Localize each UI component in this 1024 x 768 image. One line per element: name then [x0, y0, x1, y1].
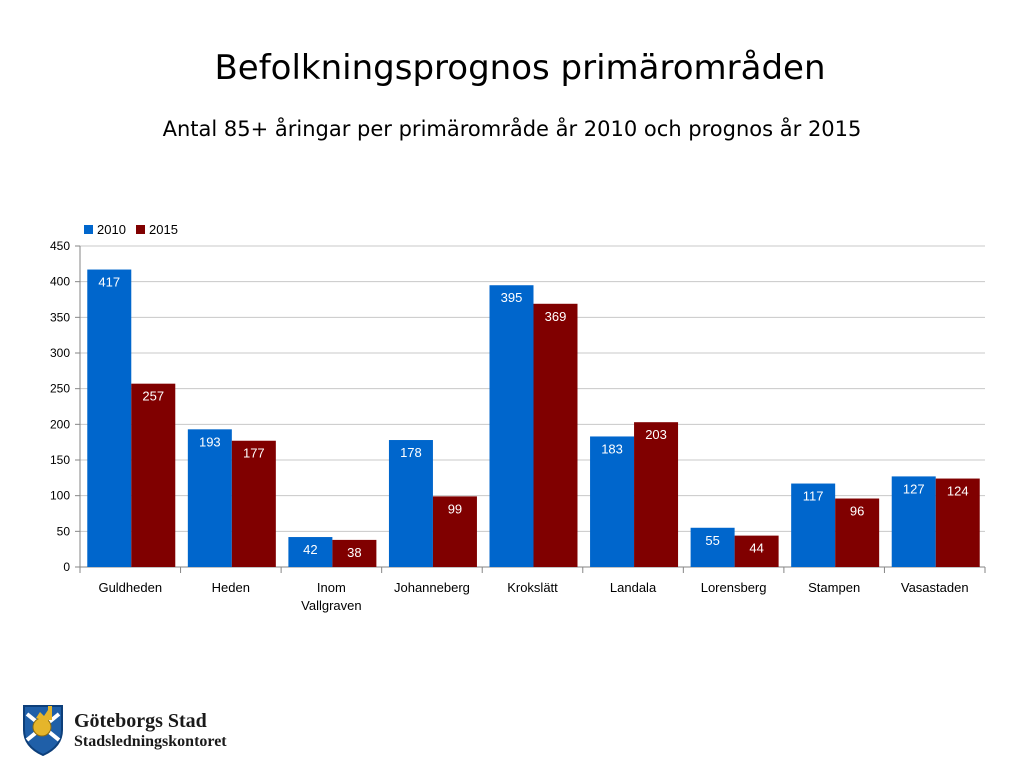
y-tick-label: 150	[50, 453, 70, 467]
x-tick-label: Landala	[610, 580, 657, 595]
y-tick-label: 0	[63, 560, 70, 574]
data-label: 117	[803, 489, 824, 504]
y-tick-label: 250	[50, 382, 70, 396]
y-tick-label: 300	[50, 346, 70, 360]
data-label: 42	[303, 542, 317, 557]
bar-2010-johanneberg	[388, 440, 433, 567]
bar-2015-guldheden	[131, 383, 176, 567]
x-tick-label: Krokslätt	[507, 580, 558, 595]
chart-bars	[87, 269, 980, 567]
legend-label-2010: 2010	[97, 222, 126, 237]
bar-2015-inom-vallgraven	[332, 539, 377, 567]
data-label: 44	[749, 541, 763, 556]
bar-2010-landala	[590, 436, 635, 567]
data-label: 178	[400, 445, 422, 460]
data-label: 193	[199, 434, 221, 449]
x-tick-label: Guldheden	[98, 580, 162, 595]
y-tick-label: 450	[50, 239, 70, 253]
data-label: 38	[347, 545, 361, 560]
legend-swatch-2015	[136, 225, 145, 234]
data-label: 203	[645, 427, 667, 442]
chart-data-labels: 417 257 193 177 42 38 178 99 395 369 183 203 55 44 117…	[98, 275, 968, 560]
data-label: 99	[448, 501, 462, 516]
data-label: 127	[903, 481, 925, 496]
y-tick-label: 200	[50, 417, 70, 431]
bar-2015-vasastaden	[935, 478, 980, 567]
x-tick-label: Vallgraven	[301, 598, 361, 613]
bar-2015-lorensberg	[734, 535, 779, 567]
x-axis: Guldheden Heden Inom Vallgraven Johanneberg K…	[79, 567, 986, 613]
x-tick-label: Johanneberg	[394, 580, 470, 595]
data-label: 395	[501, 290, 523, 305]
coat-of-arms-icon	[23, 705, 63, 757]
logo-department: Stadsledningskontoret	[74, 733, 227, 750]
y-tick-label: 50	[57, 524, 71, 538]
bar-2010-lorensberg	[690, 527, 735, 567]
x-tick-label: Stampen	[808, 580, 860, 595]
bar-2015-johanneberg	[432, 496, 477, 567]
bar-2010-stampen	[791, 483, 836, 567]
data-label: 417	[98, 275, 120, 290]
bar-2015-krokslätt	[533, 303, 578, 567]
y-axis: 0 50 100 150 200 250 300 350 400 450	[50, 239, 81, 574]
page-title: Befolkningsprognos primärområden	[214, 48, 826, 88]
bar-2010-guldheden	[87, 269, 132, 567]
y-tick-label: 350	[50, 310, 70, 324]
bar-2010-vasastaden	[891, 476, 936, 567]
x-tick-label: Heden	[212, 580, 250, 595]
bar-chart: 2010 2015 0 50 100 150 200 250 300 350 400 450 417…	[50, 222, 986, 613]
bar-2010-heden	[187, 429, 232, 567]
bar-2015-landala	[634, 422, 679, 567]
page-subtitle: Antal 85+ åringar per primärområde år 20…	[162, 117, 862, 141]
chart-legend: 2010 2015	[84, 222, 178, 237]
data-label: 124	[947, 484, 969, 499]
goteborg-logo	[18, 700, 258, 757]
y-tick-label: 400	[50, 275, 70, 289]
x-tick-label: Inom	[317, 580, 346, 595]
bar-2010-krokslätt	[489, 285, 534, 567]
x-tick-label: Vasastaden	[901, 580, 969, 595]
data-label: 96	[850, 504, 864, 519]
logo-name: Göteborgs Stad	[74, 710, 207, 732]
legend-label-2015: 2015	[149, 222, 178, 237]
bar-2015-heden	[231, 440, 276, 567]
data-label: 257	[142, 389, 164, 404]
legend-swatch-2010	[84, 225, 93, 234]
y-tick-label: 100	[50, 489, 70, 503]
data-label: 177	[243, 446, 265, 461]
bar-2015-stampen	[835, 498, 880, 567]
x-tick-label: Lorensberg	[701, 580, 767, 595]
data-label: 369	[545, 309, 567, 324]
data-label: 183	[601, 441, 623, 456]
bar-2010-inom-vallgraven	[288, 537, 333, 567]
data-label: 55	[705, 533, 719, 548]
